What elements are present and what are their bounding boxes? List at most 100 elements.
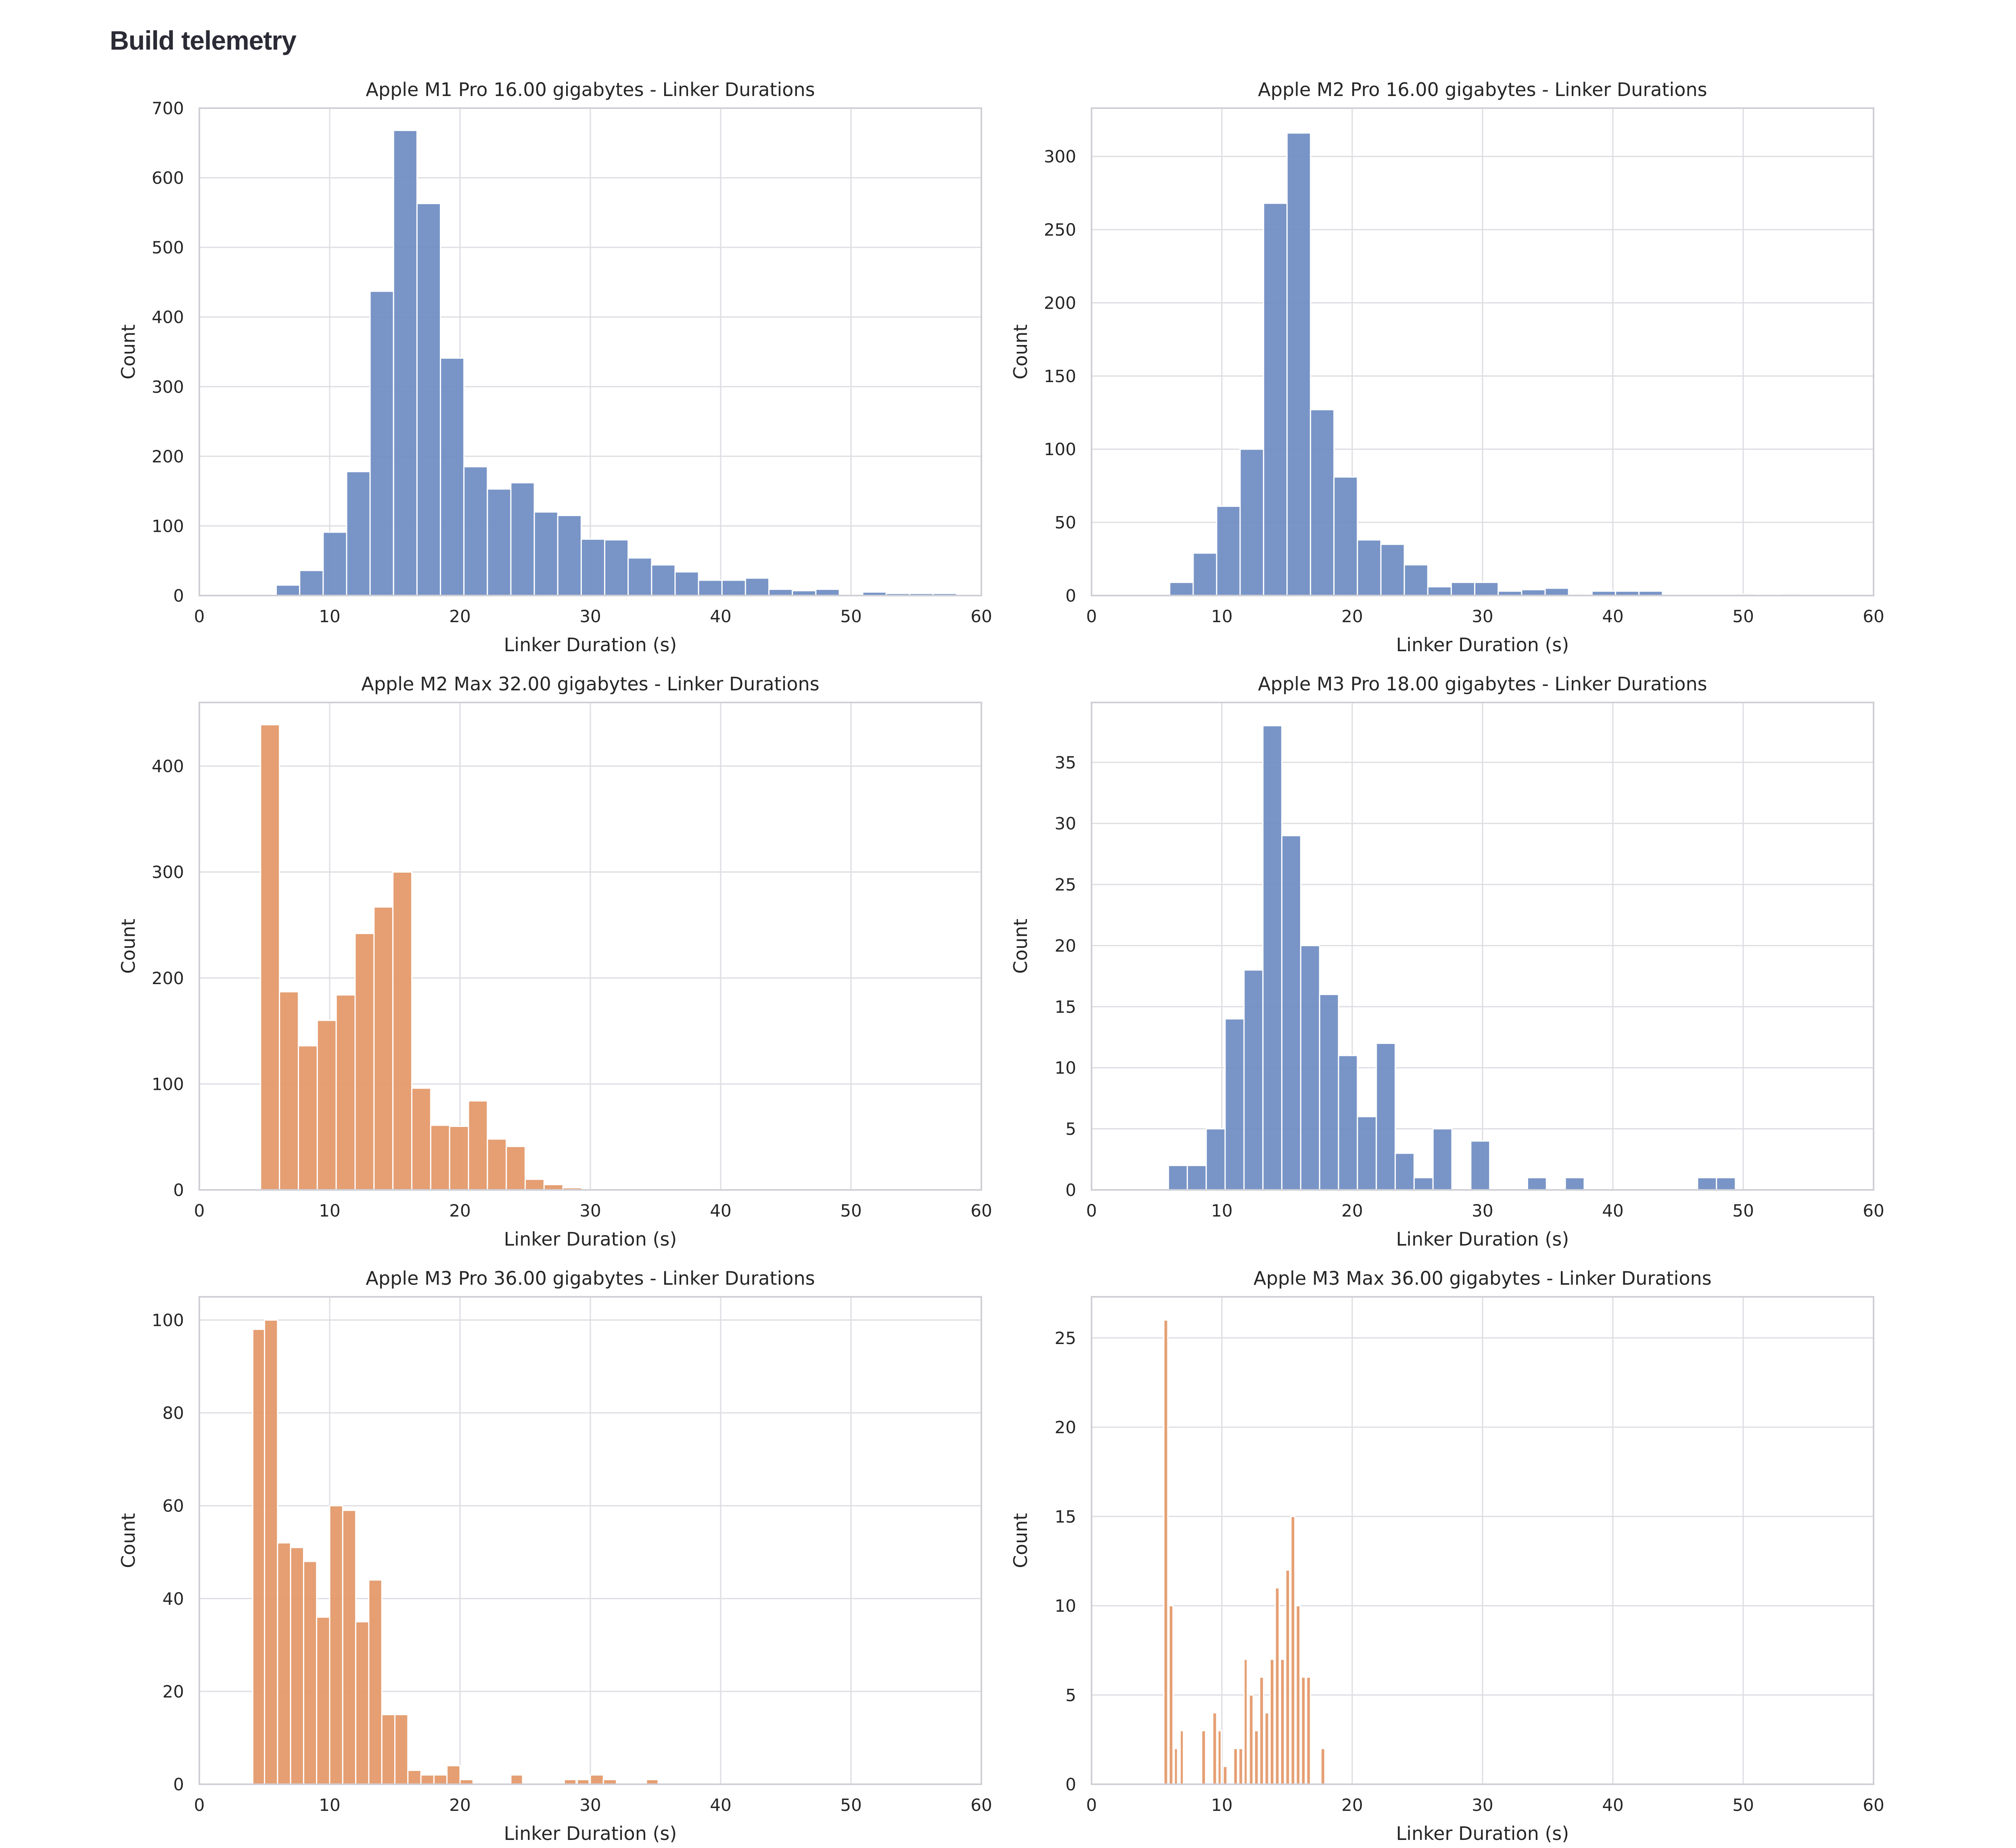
chart-panel-1: 0 10 20 30 40 50 600100200300400500600700Apple… [117,79,992,656]
histogram-bar [1380,544,1405,596]
histogram-bar [1274,1587,1280,1785]
y-tick-label: 300 [152,377,184,397]
histogram-bar [510,482,535,596]
histogram-bar [1243,969,1264,1191]
histogram-bar [1179,1730,1184,1785]
histogram-bar [1432,1128,1453,1191]
histogram-bar [487,1138,507,1191]
x-tick-label: 20 [449,606,471,626]
x-tick-label: 20 [449,1201,471,1221]
x-tick-label: 60 [970,1795,992,1815]
histogram-bar [420,1774,435,1785]
x-axis-label: Linker Duration (s) [1396,1823,1569,1844]
histogram-bar [1470,1140,1491,1191]
histogram-bar [1248,1694,1254,1785]
y-tick-label: 100 [1044,439,1076,459]
y-tick-label: 20 [163,1682,184,1702]
histogram-bar [1173,1748,1178,1785]
histogram-bar [1357,1116,1377,1191]
histogram-bar [342,1509,357,1785]
histogram-bar [744,577,770,596]
plot-frame [199,107,982,596]
y-tick-label: 100 [152,1074,184,1094]
x-tick-label: 40 [710,1795,731,1815]
x-axis-label: Linker Duration (s) [1396,1228,1569,1250]
histogram-bar [1697,1177,1717,1191]
x-tick-label: 10 [1211,1201,1232,1221]
histogram-bar [449,1125,469,1191]
histogram-bar [506,1146,526,1191]
x-tick-label: 50 [840,606,862,626]
histogram-bar [354,932,375,1191]
histogram-bar [316,1020,337,1191]
x-tick-label: 30 [1472,1201,1493,1221]
y-tick-label: 80 [163,1403,184,1423]
histogram-bar [373,906,394,1191]
x-tick-label: 50 [1732,606,1754,626]
histogram-bar [1243,1658,1248,1785]
histogram-bar [303,1561,318,1785]
y-tick-label: 25 [1055,1328,1076,1348]
x-tick-label: 50 [1732,1795,1754,1815]
histogram-bar [411,1087,431,1191]
y-tick-label: 40 [163,1589,184,1609]
histogram-bar [674,571,699,596]
histogram-bar [510,1774,523,1785]
chart-panel-2: 0 10 20 30 40 50 60 0 50 100 150 200 250 300 Apple M2 … [1010,79,1884,656]
histogram-bar [252,1329,265,1785]
histogram-bar [1281,835,1301,1191]
histogram-bar [590,1774,604,1785]
histogram-bar [1262,725,1283,1191]
histogram-bar [430,1125,450,1191]
histogram-bar [721,579,746,596]
x-tick-label: 30 [1472,606,1493,626]
histogram-bar [1233,1748,1238,1785]
y-tick-label: 200 [1044,293,1076,313]
histogram-bar [1306,1677,1311,1785]
histogram-bar [1310,409,1335,596]
y-axis-label: Count [117,919,139,974]
histogram-bar [381,1714,396,1785]
chart-title: Apple M3 Max 36.00 gigabytes - Linker Du… [1253,1267,1711,1289]
histogram-bar [297,1045,318,1191]
y-tick-label: 20 [1055,1417,1076,1437]
histogram-bar [1168,1605,1174,1785]
x-tick-label: 40 [1602,1795,1623,1815]
y-tick-label: 30 [1055,814,1076,834]
x-tick-label: 60 [1863,606,1884,626]
histogram-bar [525,1179,545,1191]
plot-frame [1091,702,1874,1191]
histogram-bar [440,357,465,596]
y-tick-label: 100 [152,516,184,536]
x-tick-label: 0 [194,606,205,626]
histogram-bar [1285,1569,1290,1785]
histogram-bar [487,488,512,596]
page-title: Build telemetry [110,25,297,55]
histogram-bar [346,471,371,596]
y-tick-label: 100 [152,1311,184,1330]
plot-frame [1091,107,1874,596]
histogram-bar [260,724,280,1191]
histogram-bar [1301,1677,1306,1785]
histogram-bar [1259,1677,1264,1785]
x-tick-label: 10 [319,1795,340,1815]
histogram-bar [1427,586,1452,596]
y-tick-label: 60 [163,1496,184,1516]
x-tick-label: 10 [1211,606,1232,626]
x-tick-label: 0 [1086,1795,1097,1815]
x-tick-label: 0 [194,1201,205,1221]
x-tick-label: 40 [1602,606,1623,626]
histogram-bar [1403,564,1428,596]
histogram-bar [1222,1766,1228,1785]
x-tick-label: 0 [1086,1201,1097,1221]
histogram-bar [1564,1177,1585,1191]
histogram-bar [463,466,488,596]
x-tick-label: 40 [710,1201,731,1221]
x-tick-label: 50 [840,1201,862,1221]
y-tick-label: 150 [1044,366,1076,386]
histogram-bar [1217,1730,1222,1785]
histogram-bar [277,1542,291,1785]
histogram-bar [1280,1658,1285,1785]
x-tick-label: 10 [1211,1795,1232,1815]
